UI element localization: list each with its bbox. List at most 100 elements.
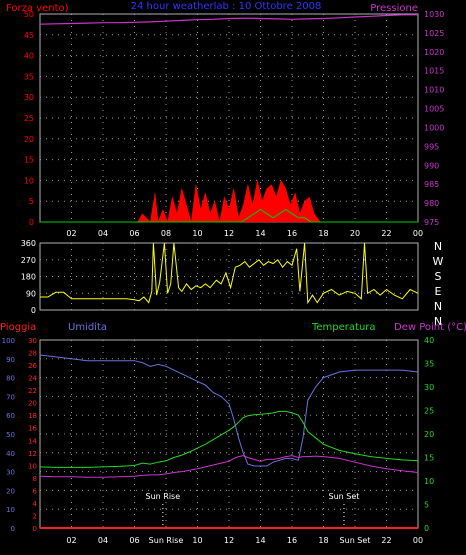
wind-speed-tick-label: 35 — [24, 72, 34, 81]
compass-tick-label: W — [433, 255, 444, 268]
time-tick-label: 18 — [318, 229, 328, 238]
direction-tick-label: 90 — [26, 289, 36, 298]
time-tick-label: Sun Rise — [149, 536, 184, 545]
sun-event-label: Sun Set — [329, 492, 360, 501]
temperature-tick-label: 25 — [424, 407, 434, 416]
pressure-tick-label: 985 — [424, 180, 439, 189]
wind-speed-tick-label: 10 — [24, 176, 34, 185]
time-tick-label: 12 — [224, 536, 234, 545]
humidity-tick-label: 70 — [6, 393, 15, 401]
thp-plot-grid — [40, 340, 418, 528]
humidity-tick-label: 90 — [6, 356, 15, 364]
wind-speed-tick-label: 45 — [24, 31, 34, 40]
pressure-tick-label: 1015 — [424, 67, 444, 76]
time-tick-label: Sun Set — [340, 536, 371, 545]
temperature-line — [39, 410, 419, 468]
direction-tick-label: 0 — [31, 306, 36, 315]
direction-series — [40, 242, 419, 305]
temperature-tick-label: 35 — [424, 360, 434, 369]
time-tick-label: 22 — [381, 229, 391, 238]
pressure-tick-label: 975 — [424, 218, 439, 227]
rain-tick-label: 26 — [28, 362, 37, 370]
time-tick-label: 14 — [255, 229, 265, 238]
rain-axis-title: Pioggia — [0, 322, 36, 333]
chart-title: 24 hour weatherlab : 10 Ottobre 2008 — [131, 1, 322, 12]
humidity-tick-label: 100 — [2, 337, 15, 345]
pressure-tick-label: 1025 — [424, 29, 444, 38]
temperature-tick-label: 5 — [424, 501, 429, 510]
time-tick-label: 20 — [350, 229, 360, 238]
time-tick-label: 04 — [98, 536, 108, 545]
rain-tick-label: 28 — [28, 350, 37, 358]
humidity-tick-label: 10 — [6, 506, 15, 514]
time-tick-label: 12 — [224, 229, 234, 238]
time-tick-label: 04 — [98, 229, 108, 238]
pressure-ticks: 975 980 985 990 995 1000 1005 1010 1015 1020 1025 1… — [424, 10, 444, 227]
compass-tick-label: N — [434, 300, 442, 313]
sun-event-label: Sun Rise — [146, 492, 181, 501]
time-tick-label: 00 — [413, 229, 423, 238]
pressure-tick-label: 1020 — [424, 48, 444, 57]
rain-tick-label: 4 — [33, 500, 38, 508]
wind-pressure-series — [39, 14, 418, 223]
pressure-tick-label: 1005 — [424, 105, 444, 114]
wind-gust-line — [40, 208, 418, 223]
temperature-tick-label: 40 — [424, 336, 434, 345]
humidity-tick-label: 0 — [11, 525, 15, 533]
rain-tick-label: 30 — [28, 337, 37, 345]
wind-speed-tick-label: 0 — [29, 218, 34, 227]
time-tick-label: 14 — [255, 536, 265, 545]
panel-wind-pressure: Forza vento) Pressione 05101520253035404… — [6, 3, 444, 227]
panel-rain-humidity-temp: Pioggia Umidita Temperatura Dew Point (°… — [0, 322, 466, 533]
wind-speed-ticks: 0 5 10 15 20 25 30 35 40 45 50 — [24, 10, 34, 227]
time-tick-label: 08 — [161, 229, 171, 238]
wind-speed-tick-label: 50 — [24, 10, 34, 19]
wind-speed-tick-label: 25 — [24, 114, 34, 123]
direction-tick-label: 270 — [21, 256, 36, 265]
direction-tick-label: 180 — [21, 273, 36, 282]
humidity-ticks: 0 10 20 30 40 50 60 70 80 90 100 — [2, 337, 15, 533]
compass-tick-label: N — [434, 240, 442, 253]
compass-tick-label: S — [435, 270, 442, 283]
sun-annotations: Sun Rise Sun Set — [146, 492, 360, 528]
rain-tick-label: 22 — [28, 387, 37, 395]
compass-tick-label: N — [434, 315, 442, 328]
rain-tick-label: 8 — [33, 475, 37, 483]
wind-speed-tick-label: 20 — [24, 135, 34, 144]
temperature-tick-label: 10 — [424, 477, 434, 486]
direction-tick-label: 360 — [21, 239, 36, 248]
time-axis-top: 02 04 06 08 10 12 14 16 18 20 22 00 — [66, 229, 423, 238]
dewpoint-axis-title: Dew Point (°C) — [394, 322, 466, 333]
wind-speed-area — [40, 179, 418, 223]
pressure-tick-label: 990 — [424, 161, 439, 170]
time-tick-label: 22 — [381, 536, 391, 545]
time-tick-label: 16 — [287, 536, 297, 545]
temperature-axis-title: Temperatura — [311, 322, 376, 333]
pressure-tick-label: 1030 — [424, 10, 444, 19]
rain-tick-label: 0 — [33, 525, 37, 533]
temperature-tick-label: 20 — [424, 430, 434, 439]
time-tick-label: 06 — [129, 229, 139, 238]
wind-axis-title: Forza vento) — [6, 3, 69, 14]
humidity-tick-label: 80 — [6, 375, 15, 383]
time-tick-label: 10 — [192, 536, 202, 545]
pressure-tick-label: 980 — [424, 199, 439, 208]
pressure-tick-label: 995 — [424, 142, 439, 151]
wind-speed-tick-label: 5 — [29, 197, 34, 206]
temperature-tick-label: 30 — [424, 383, 434, 392]
humidity-axis-title: Umidita — [68, 322, 107, 333]
compass-tick-label: E — [435, 285, 442, 298]
dewpoint-line — [39, 455, 419, 478]
time-tick-label: 16 — [287, 229, 297, 238]
rain-tick-label: 6 — [33, 487, 38, 495]
rain-tick-label: 20 — [28, 400, 37, 408]
pressure-line — [39, 14, 418, 25]
temperature-tick-label: 0 — [424, 524, 429, 533]
time-tick-label: 02 — [66, 536, 76, 545]
wind-direction-line — [40, 242, 419, 305]
rain-tick-label: 18 — [28, 412, 37, 420]
time-axis-bottom: 02 04 06 Sun Rise 10 12 14 16 18 Sun Set 22 00 — [66, 536, 423, 545]
